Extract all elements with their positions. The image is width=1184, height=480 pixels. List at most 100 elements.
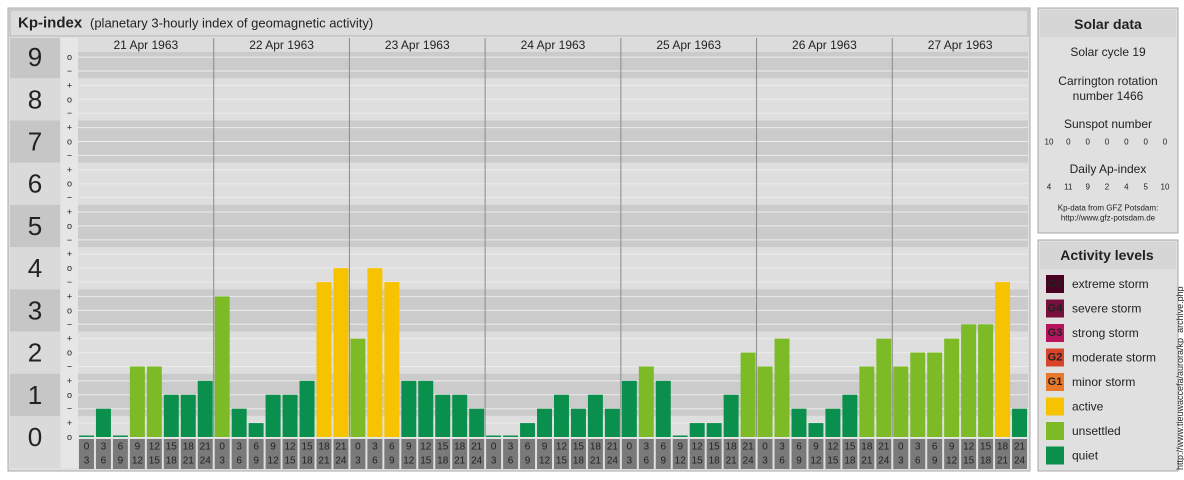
bar xyxy=(587,394,603,437)
bar xyxy=(214,296,230,437)
y-digit-cell xyxy=(10,162,60,205)
y-minor-label: + xyxy=(67,80,72,90)
ap-value: 2 xyxy=(1105,183,1110,192)
hour-box xyxy=(808,439,824,469)
hour-box xyxy=(638,439,654,469)
y-tick-label: 8 xyxy=(28,84,42,114)
hour-box xyxy=(282,439,298,469)
bar xyxy=(452,394,468,437)
y-tick-label: 2 xyxy=(28,338,42,368)
levels-title-bar xyxy=(1040,242,1176,269)
ap-value: 5 xyxy=(1143,183,1148,192)
bar xyxy=(367,268,383,437)
hour-label: 12 xyxy=(556,442,568,453)
hour-label: 21 xyxy=(335,442,347,453)
hour-box xyxy=(418,439,434,469)
hour-box xyxy=(604,439,620,469)
hour-box xyxy=(537,439,552,469)
hour-box xyxy=(401,439,417,469)
levels-title: Activity levels xyxy=(1060,247,1154,263)
level-code: G4 xyxy=(1048,303,1064,315)
y-minor-label: o xyxy=(67,221,72,231)
hour-label: 6 xyxy=(915,456,921,467)
bar xyxy=(791,408,807,437)
hour-label: 15 xyxy=(844,442,856,453)
bar xyxy=(231,408,247,437)
hour-label: 12 xyxy=(284,442,296,453)
hour-label: 12 xyxy=(827,442,839,453)
source: http://www.gfz-potsdam.de xyxy=(1061,214,1156,223)
y-minor-label: + xyxy=(67,207,72,217)
hour-box xyxy=(893,439,909,469)
solar-panel xyxy=(1037,7,1179,234)
hour-label: 24 xyxy=(607,456,619,467)
y-minor-label: − xyxy=(67,150,72,160)
hour-label: 18 xyxy=(726,442,738,453)
hour-label: 15 xyxy=(709,442,721,453)
hour-label: 15 xyxy=(149,456,161,467)
hour-label: 0 xyxy=(491,442,497,453)
bar xyxy=(265,394,281,437)
hour-label: 0 xyxy=(219,442,225,453)
bar xyxy=(927,352,943,437)
sunspot-title: Sunspot number xyxy=(1064,117,1152,131)
hour-label: 15 xyxy=(827,456,839,467)
hour-label: 21 xyxy=(200,442,212,453)
solar-title: Solar data xyxy=(1074,16,1142,32)
hour-label: 6 xyxy=(644,456,650,467)
hour-box xyxy=(1012,439,1027,469)
bar xyxy=(604,408,620,437)
hour-label: 9 xyxy=(932,456,938,467)
hour-label: 3 xyxy=(355,456,361,467)
hour-box xyxy=(316,439,332,469)
hour-label: 15 xyxy=(284,456,296,467)
hour-box xyxy=(672,439,688,469)
hour-label: 12 xyxy=(946,456,958,467)
hour-box xyxy=(723,439,739,469)
hour-box xyxy=(95,439,111,469)
y-minor-label: − xyxy=(67,193,72,203)
hour-label: 18 xyxy=(166,456,178,467)
ap-value: 4 xyxy=(1124,183,1129,192)
sunspots-value: 0 xyxy=(1085,138,1090,147)
hour-box xyxy=(384,439,400,469)
bar xyxy=(435,394,451,437)
hour-box xyxy=(265,439,281,469)
hour-box xyxy=(655,439,671,469)
y-minor-label: − xyxy=(67,66,72,76)
hour-label: 21 xyxy=(861,456,873,467)
sunspots-value: 0 xyxy=(1163,138,1168,147)
hour-label: 6 xyxy=(932,442,938,453)
hour-label: 21 xyxy=(997,456,1009,467)
solar-cycle: Solar cycle 19 xyxy=(1070,45,1146,59)
bar xyxy=(180,394,196,437)
bar xyxy=(486,435,502,437)
y-tick-label: 4 xyxy=(28,253,42,283)
hour-label: 15 xyxy=(573,442,585,453)
hour-box xyxy=(774,439,790,469)
bar xyxy=(554,394,569,437)
hour-label: 12 xyxy=(268,456,280,467)
y-digit-cell xyxy=(10,78,60,121)
bar xyxy=(995,282,1011,437)
hour-box xyxy=(621,439,637,469)
y-tick-label: 5 xyxy=(28,211,42,241)
hour-label: 6 xyxy=(118,442,124,453)
y-minor-label: o xyxy=(67,94,72,104)
chart-subtitle: (planetary 3-hourly index of geomagnetic… xyxy=(90,16,373,31)
hour-label: 12 xyxy=(132,456,144,467)
hour-label: 6 xyxy=(508,456,514,467)
hour-label: 9 xyxy=(253,456,259,467)
hour-label: 3 xyxy=(219,456,225,467)
hour-box xyxy=(112,439,128,469)
bar xyxy=(893,366,909,437)
hour-label: 6 xyxy=(253,442,259,453)
hour-label: 3 xyxy=(236,442,242,453)
hour-box xyxy=(435,439,451,469)
hour-label: 18 xyxy=(980,456,992,467)
y-digit-cell xyxy=(10,38,60,79)
hour-box xyxy=(706,439,722,469)
bar xyxy=(146,366,162,437)
hour-box xyxy=(129,439,145,469)
hour-label: 9 xyxy=(135,442,141,453)
